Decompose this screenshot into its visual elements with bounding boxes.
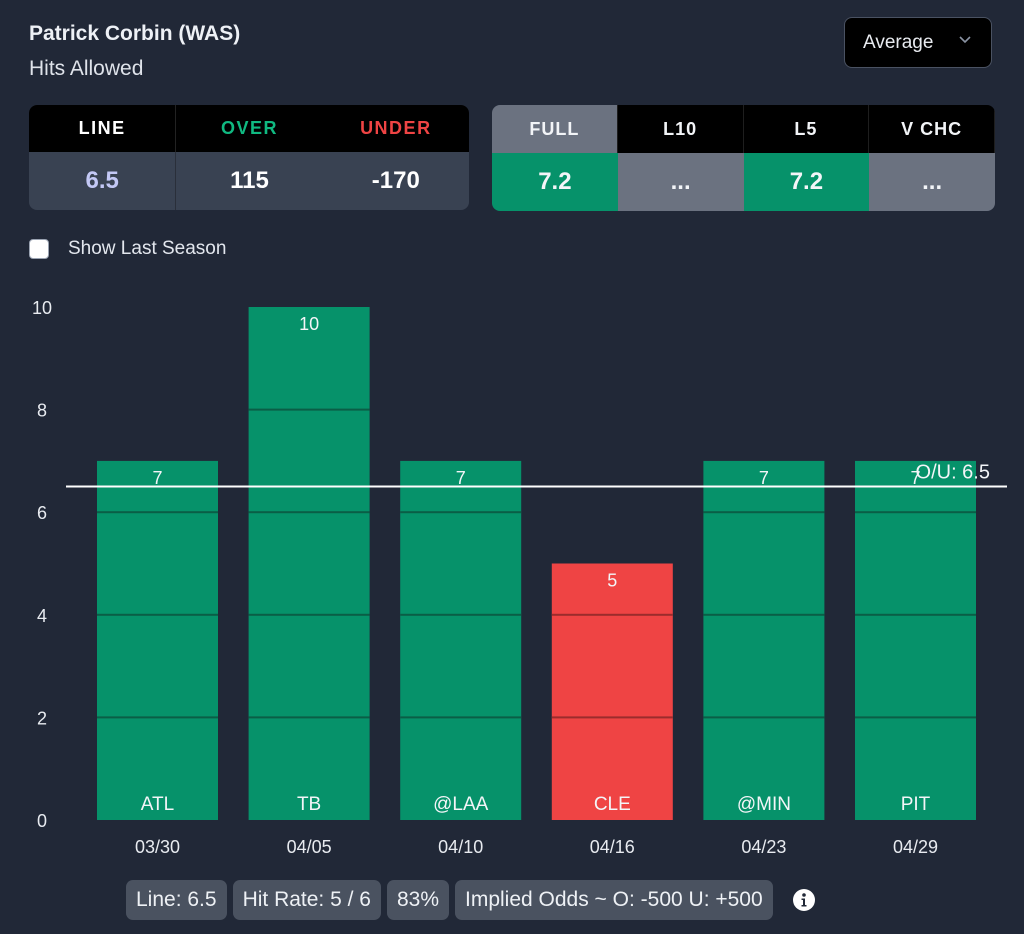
dropdown-selected-value: Average: [863, 31, 934, 53]
bar-value-label: 7: [910, 468, 920, 488]
bar-divider: [703, 613, 825, 616]
info-icon[interactable]: [792, 889, 815, 911]
odds-header-line: LINE: [29, 105, 177, 152]
average-value-l5: 7.2: [743, 153, 870, 211]
bar-divider: [248, 613, 370, 616]
line-pill: Line: 6.5: [126, 880, 227, 920]
stat-subtitle: Hits Allowed: [29, 57, 144, 80]
bar-divider: [551, 613, 673, 616]
hit-rate-pill: Hit Rate: 5 / 6: [232, 880, 381, 920]
bar-divider: [855, 511, 976, 514]
chevron-down-icon: [959, 36, 971, 44]
odds-header-over: OVER: [220, 118, 278, 138]
odds-header-under: UNDER: [360, 118, 432, 138]
x-tick-label: 04/16: [590, 837, 635, 857]
bar-opponent-label: @MIN: [737, 794, 791, 815]
bar-divider: [400, 716, 522, 719]
player-title: Patrick Corbin (WAS): [29, 22, 241, 45]
x-tick-label: 04/29: [893, 837, 938, 857]
bar-divider: [855, 613, 976, 616]
bar-value-label: 7: [456, 468, 466, 488]
x-tick-label: 04/23: [741, 837, 786, 857]
bar-value-label: 7: [152, 468, 162, 488]
tab-l5[interactable]: L5: [743, 105, 870, 153]
bar: [248, 307, 370, 820]
show-last-season-checkbox[interactable]: [29, 239, 49, 259]
bar: [551, 563, 673, 820]
y-tick-label: 6: [37, 503, 47, 523]
bar-value-label: 10: [299, 314, 319, 334]
bar-divider: [97, 511, 218, 514]
bar-divider: [400, 613, 522, 616]
bar-value-label: 5: [607, 571, 617, 591]
summary-bar: Line: 6.5 Hit Rate: 5 / 6 83% Implied Od…: [126, 880, 815, 920]
average-value-l10: ...: [617, 153, 744, 211]
y-tick-label: 8: [37, 401, 47, 421]
averages-table: FULL L10 L5 V CHC 7.2 ... 7.2 ...: [492, 105, 995, 211]
tab-full[interactable]: FULL: [492, 105, 618, 153]
tab-v-chc[interactable]: V CHC: [869, 105, 995, 153]
y-tick-label: 0: [37, 811, 47, 831]
bar-divider: [400, 511, 522, 514]
y-tick-label: 10: [32, 298, 52, 318]
bar-divider: [97, 613, 218, 616]
bar-divider: [855, 716, 976, 719]
stat-mode-dropdown[interactable]: Average: [844, 17, 992, 68]
implied-odds-pill: Implied Odds ~ O: -500 U: +500: [455, 880, 773, 920]
y-tick-label: 4: [37, 606, 47, 626]
x-tick-label: 03/30: [135, 837, 180, 857]
bar: [97, 460, 218, 820]
bar: [855, 460, 976, 820]
y-tick-label: 2: [37, 708, 47, 728]
bar-opponent-label: TB: [297, 794, 321, 815]
hits-bar-chart: 0 2 4 6 8 10 7 ATL 03/30 10 TB 04/05 7 @LAA 04/10 5 CLE 0…: [32, 298, 1007, 857]
bar-opponent-label: @LAA: [433, 794, 489, 815]
bar-divider: [248, 408, 370, 411]
x-tick-label: 04/05: [287, 837, 332, 857]
odds-value-under: -170: [371, 167, 420, 194]
odds-value-line: 6.5: [29, 152, 177, 210]
average-value-full: 7.2: [492, 153, 618, 211]
show-last-season-label: Show Last Season: [68, 238, 227, 259]
tab-l10[interactable]: L10: [617, 105, 744, 153]
bar: [400, 460, 522, 820]
show-last-season-toggle[interactable]: Show Last Season: [29, 238, 226, 260]
bar-divider: [97, 716, 218, 719]
odds-table: LINE OVER UNDER 6.5 115 -170: [29, 105, 469, 210]
bar-divider: [703, 716, 825, 719]
bar-divider: [248, 716, 370, 719]
bar-divider: [703, 511, 825, 514]
hit-percent-pill: 83%: [386, 880, 449, 920]
bar-divider: [551, 716, 673, 719]
bar-opponent-label: PIT: [901, 794, 931, 815]
odds-value-over: 115: [230, 167, 269, 194]
bar-opponent-label: CLE: [594, 794, 631, 815]
bar-divider: [248, 511, 370, 514]
ou-reference-label: O/U: 6.5: [916, 462, 990, 484]
x-tick-label: 04/10: [438, 837, 483, 857]
bar-value-label: 7: [759, 468, 769, 488]
bar-opponent-label: ATL: [141, 794, 174, 815]
average-value-v-chc: ...: [869, 153, 995, 211]
bar: [703, 460, 825, 820]
